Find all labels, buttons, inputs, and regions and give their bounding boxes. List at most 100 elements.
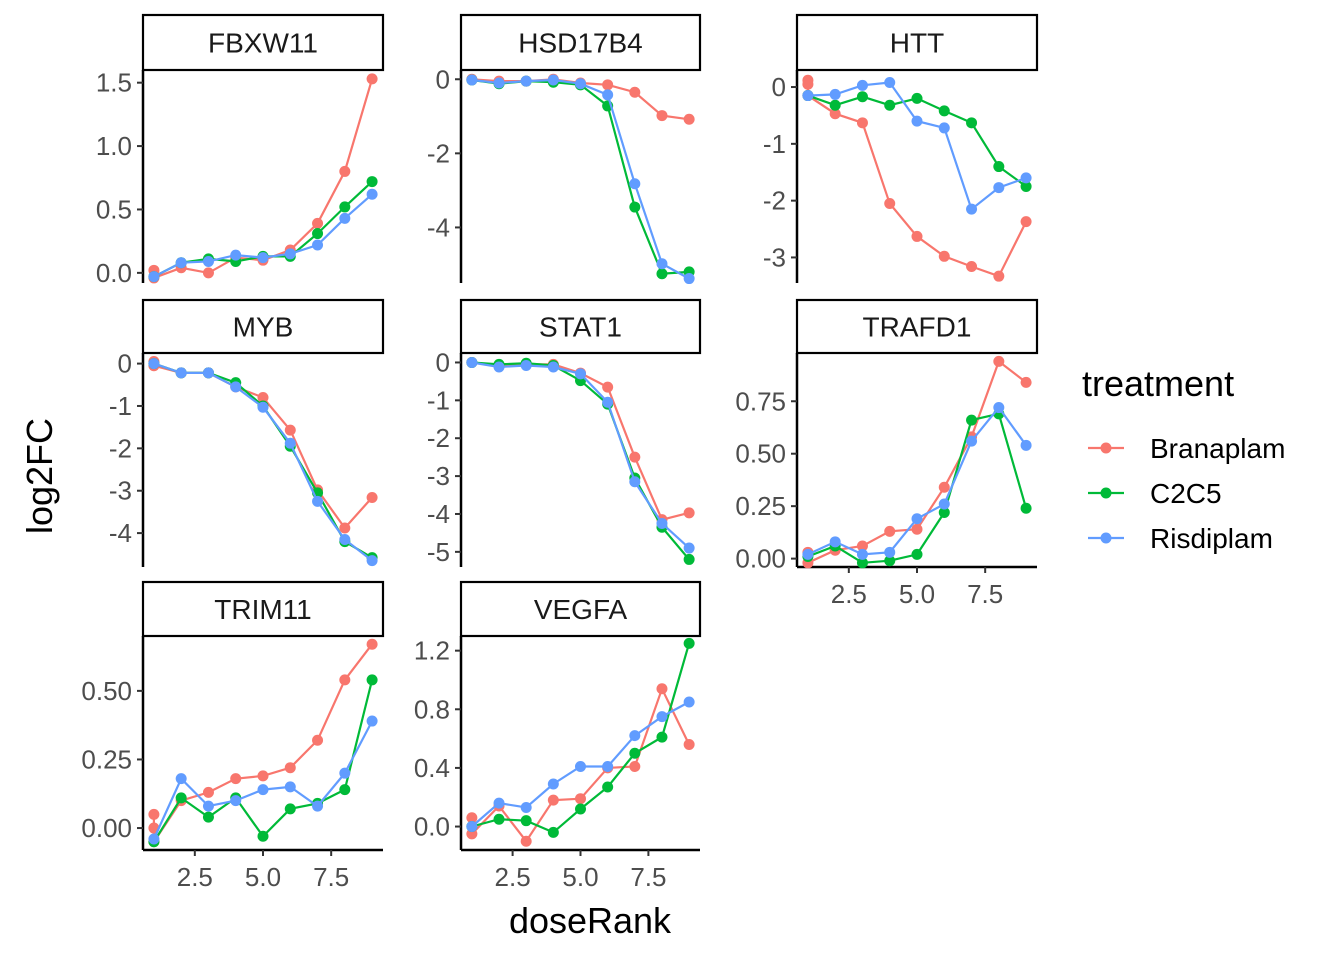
data-point [520,815,532,827]
data-point [284,781,296,793]
data-point [284,803,296,815]
facet-fbxw11: FBXW11 0.0 0.5 1.0 1.5 [96,13,385,288]
data-point [683,637,695,649]
data-point [683,542,695,554]
data-point [683,696,695,708]
data-point [230,795,242,807]
y-tick-label: -1 [109,391,132,421]
data-point [856,117,868,129]
y-tick-label: 0.50 [81,676,132,706]
legend-entry-branaplam: Branaplam [1088,433,1285,464]
y-tick-label: -4 [427,212,450,242]
data-point [993,161,1005,173]
strip-box [141,13,385,72]
data-point [683,507,695,519]
data-point [175,792,187,804]
data-point [993,355,1005,367]
data-point [339,165,351,177]
data-point [547,826,559,838]
data-point [284,762,296,774]
series-branaplam [148,638,378,848]
strip-box [141,580,385,638]
y-tick-label: 1.5 [96,68,132,98]
data-point [993,402,1005,414]
data-point [366,638,378,650]
series-risdiplam [802,402,1032,560]
x-tick-label: 5.0 [245,862,281,892]
strip-label: FBXW11 [208,28,318,59]
data-point [575,803,586,815]
data-point [312,228,324,240]
data-point [966,117,978,129]
x-tick-label: 7.5 [967,579,1003,609]
data-point [366,188,378,200]
y-tick-label: 0 [436,64,450,94]
series-risdiplam [148,715,378,845]
strip-box [795,13,1039,72]
series-line [152,78,374,280]
data-point [1020,376,1032,388]
data-point [993,270,1005,282]
data-point [366,73,378,85]
data-point [629,760,641,772]
legend-entry-c2c5: C2C5 [1088,478,1222,509]
facet-trafd1: TRAFD1 0.00 0.25 0.50 0.75 2.5 5.0 7.5 [735,298,1039,609]
data-point [884,99,896,111]
data-point [629,451,641,463]
data-point [602,79,614,91]
strip-box [459,298,702,355]
data-point [202,267,214,279]
legend-entry-risdiplam: Risdiplam [1088,523,1273,554]
data-point [938,498,950,510]
data-point [148,833,160,845]
data-point [339,522,351,534]
y-tick-label: 0.0 [414,812,450,842]
x-axis-title: doseRank [509,900,672,941]
y-tick-label: -5 [427,537,450,567]
data-point [466,812,478,824]
data-point [629,86,641,98]
x-tick-label: 7.5 [313,862,349,892]
data-point [466,74,478,86]
data-point [884,76,896,88]
y-tick-label: -2 [427,138,450,168]
data-point [547,778,559,790]
legend-title: treatment [1082,363,1234,404]
legend-label: Branaplam [1150,433,1285,464]
legend-key-point [1100,487,1112,499]
data-point [575,793,586,805]
data-point [629,730,641,742]
y-tick-label: 0 [436,347,450,377]
data-point [202,811,214,823]
data-point [966,414,978,426]
data-point [602,381,614,393]
legend-key-point [1100,442,1112,454]
y-tick-label: 0.5 [96,194,132,224]
data-point [966,435,978,447]
strip-label: TRIM11 [214,594,312,625]
data-point [257,770,269,782]
series-line [807,94,1027,188]
data-point [656,683,668,695]
data-point [884,546,896,558]
strip-label: STAT1 [539,312,622,343]
data-point [284,437,296,449]
y-tick-label: -3 [427,461,450,491]
data-point [547,794,559,806]
y-tick-label: -3 [109,476,132,506]
facet-myb: MYB 0 -1 -2 -3 -4 [109,298,385,567]
strip-label: HSD17B4 [518,28,643,59]
y-tick-label: -4 [427,499,450,529]
y-tick-label: 0.4 [414,753,450,783]
x-tick-label: 7.5 [630,862,666,892]
data-point [602,760,614,772]
y-tick-label: 0.50 [735,439,786,469]
data-point [656,268,668,280]
series-line [806,80,1028,278]
data-point [829,536,841,548]
data-point [493,797,505,809]
data-point [1020,172,1032,184]
data-point [230,249,242,261]
data-point [339,784,351,796]
